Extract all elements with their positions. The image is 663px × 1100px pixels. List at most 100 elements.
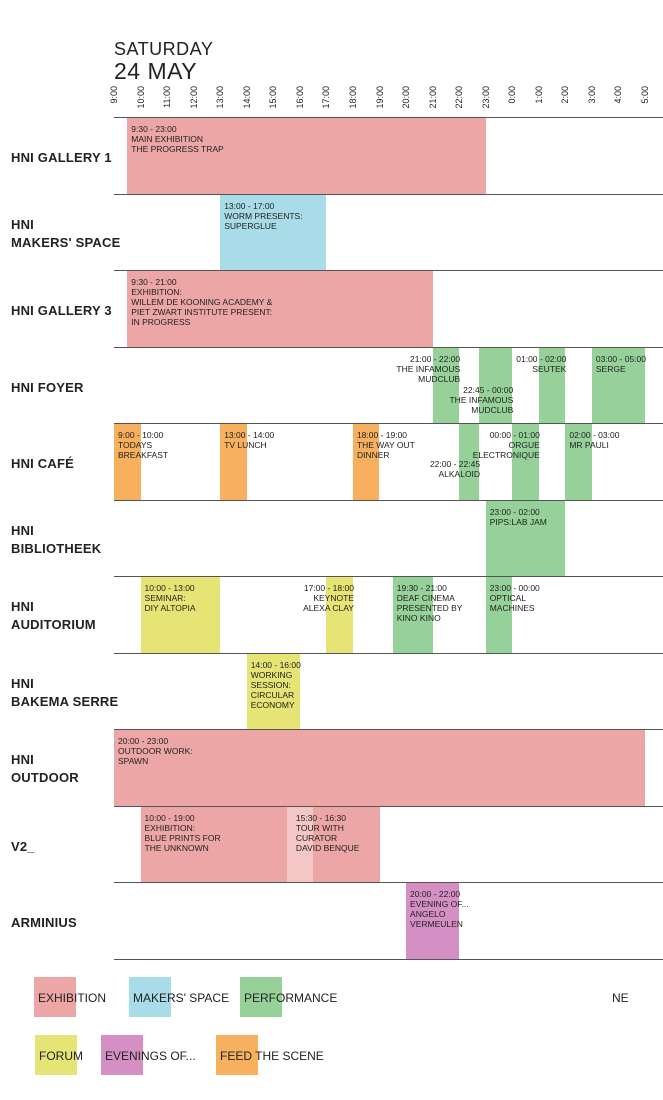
legend-label: EVENINGS OF...: [105, 1049, 196, 1063]
row-divider: [114, 729, 663, 730]
legend-label: FEED THE SCENE: [220, 1049, 324, 1063]
event-block[interactable]: [538, 347, 566, 423]
venue-name: HNI MAKERS' SPACE: [11, 216, 121, 250]
row-divider: [114, 270, 663, 271]
event-label: 13:00 - 14:00 TV LUNCH: [224, 430, 275, 450]
event-block[interactable]: [392, 577, 433, 653]
row-divider: [114, 423, 663, 424]
venue-row: HNI FOYER 21:00 - 22:00 THE INFAMOUS MUDC…: [0, 346, 663, 423]
event-label: 23:00 - 00:00 OPTICAL MACHINES: [489, 583, 540, 613]
event-label: 9:30 - 23:00 MAIN EXHIBITION THE PROGRES…: [131, 124, 224, 154]
venue-row: HNI CAFÉ 9:00 - 10:00 TODAYS BREAKFAST 13:…: [0, 423, 663, 500]
time-tick: 16:00: [294, 86, 305, 109]
legend-label: MAKERS' SPACE: [133, 991, 230, 1005]
event-label: 00:00 - 01:00 ORGUE ELECTRONIQUE: [472, 430, 540, 460]
event-block[interactable]: [127, 271, 433, 347]
schedule-header: SATURDAY 24 MAY: [114, 40, 213, 83]
legend-swatch: [240, 977, 282, 1017]
venue-name: HNI FOYER: [11, 379, 84, 395]
venue-row: HNI AUDITORIUM 10:00 - 13:00 SEMINAR: DIY…: [0, 576, 663, 653]
legend-swatch: [216, 1035, 258, 1075]
event-label: 21:00 - 22:00 THE INFAMOUS MUDCLUB: [396, 353, 461, 384]
time-tick: 3:00: [586, 86, 597, 104]
venue-name: V2_: [11, 838, 35, 854]
event-label: 22:00 - 22:45 ALKALOID: [429, 459, 481, 479]
event-block[interactable]: [114, 424, 141, 500]
event-label: 9:00 - 10:00 TODAYS BREAKFAST: [118, 430, 169, 460]
event-block[interactable]: [459, 424, 480, 500]
venue-row: HNI BAKEMA SERRE 14:00 - 16:00 WORKING SE…: [0, 652, 663, 729]
time-tick: 20:00: [401, 86, 412, 109]
date-label: 24 MAY: [114, 58, 198, 84]
event-block[interactable]: [591, 347, 645, 423]
event-label: 02:00 - 03:00 MR PAULI: [569, 430, 620, 450]
time-tick: 5:00: [640, 86, 650, 104]
row-divider: [114, 346, 663, 348]
legend-swatch: [34, 977, 76, 1017]
event-block[interactable]: [326, 577, 353, 653]
venue-name: HNI CAFÉ: [11, 456, 74, 471]
event-block[interactable]: [220, 194, 327, 270]
event-block[interactable]: [565, 424, 592, 500]
event-label: 14:00 - 16:00 WORKING SESSION: CIRCULAR …: [250, 659, 301, 710]
event-label: 10:00 - 19:00 EXHIBITION: BLUE PRINTS FO…: [144, 812, 221, 853]
venue-name: HNI BIBLIOTHEEK: [11, 522, 102, 556]
schedule-grid: HNI GALLERY 1 9:30 - 23:00 MAIN EXHIBITIO…: [0, 117, 663, 960]
event-block[interactable]: [485, 577, 513, 653]
event-label: 9:30 - 21:00 EXHIBITION: WILLEM DE KOONI…: [131, 277, 273, 327]
time-tick: 0:00: [507, 86, 518, 104]
event-block[interactable]: [352, 424, 380, 500]
event-block[interactable]: [220, 424, 247, 500]
legend-label: PERFORMANCE: [244, 991, 338, 1005]
event-block[interactable]: [485, 500, 566, 576]
event-label: 19:30 - 21:00 DEAF CINEMA presented by K…: [396, 583, 463, 623]
event-label: 13:00 - 17:00 WORM presents: SUPERGLUE: [224, 200, 303, 231]
event-block[interactable]: [140, 577, 221, 653]
event-block[interactable]: [512, 424, 539, 500]
event-block[interactable]: [406, 883, 460, 959]
event-label: 10:00 - 13:00 SEMINAR: DIY ALTOPIA: [144, 583, 196, 613]
row-divider: [114, 193, 663, 195]
event-block[interactable]: [246, 653, 300, 729]
venue-name: HNI GALLERY 1: [11, 150, 112, 165]
row-divider: [114, 958, 663, 960]
venue-row: HNI OUTDOOR 20:00 - 23:00 OUTDOOR WORK: S…: [0, 729, 663, 806]
venue-row: HNI GALLERY 1 9:30 - 23:00 MAIN EXHIBITIO…: [0, 117, 663, 194]
time-tick: 4:00: [613, 86, 624, 104]
time-axis: 9:00 10:00 11:00 12:00 13:00 14:00 15:00 16:00 1…: [0, 86, 663, 116]
time-tick: 12:00: [188, 86, 199, 109]
time-tick: 11:00: [162, 86, 173, 108]
event-block[interactable]: [127, 118, 486, 194]
event-label: 01:00 - 02:00 SEUTEK: [516, 353, 567, 374]
venue-name: HNI OUTDOOR: [11, 752, 79, 785]
time-tick: 21:00: [427, 86, 438, 109]
time-tick: 13:00: [215, 86, 226, 109]
venue-row: ARMINIUS 20:00 - 22:00 EVENING OF... ANGE…: [0, 882, 663, 959]
legend-swatch: [35, 1035, 77, 1075]
time-tick: 10:00: [135, 86, 146, 109]
row-divider: [114, 576, 663, 577]
time-tick: 1:00: [533, 86, 544, 104]
time-tick: 19:00: [374, 86, 385, 109]
event-block[interactable]: [114, 730, 645, 806]
legend-label: EXHIBITION: [38, 991, 107, 1005]
event-label: 23:00 - 02:00 PIPS:LAB JAM: [489, 506, 547, 527]
legend-label: NE: [612, 991, 629, 1005]
event-label: 18:00 - 19:00 THE WAY OUT DINNER: [356, 430, 415, 460]
venue-row: HNI BIBLIOTHEEK 23:00 - 02:00 PIPS:LAB JA…: [0, 499, 663, 576]
event-block[interactable]: [479, 347, 513, 423]
event-block[interactable]: [432, 347, 460, 423]
day-label: SATURDAY: [114, 39, 214, 59]
time-tick: 9:00: [109, 86, 119, 104]
time-tick: 17:00: [321, 86, 332, 109]
event-block[interactable]: [313, 806, 380, 882]
time-tick: 15:00: [268, 86, 279, 109]
time-tick: 22:00: [454, 86, 465, 109]
venue-name: HNI BAKEMA SERRE: [11, 675, 119, 709]
time-tick: 18:00: [347, 86, 358, 109]
time-tick: 2:00: [560, 86, 571, 104]
event-block[interactable]: [286, 806, 314, 882]
event-label: 15:30 - 16:30 TOUR WITH CURATOR DAVID BE…: [295, 812, 360, 853]
venue-row: HNI GALLERY 3 9:30 - 21:00 EXHIBITION: WI…: [0, 270, 663, 347]
venue-row: HNI MAKERS' SPACE 13:00 - 17:00 WORM pres…: [0, 193, 663, 270]
